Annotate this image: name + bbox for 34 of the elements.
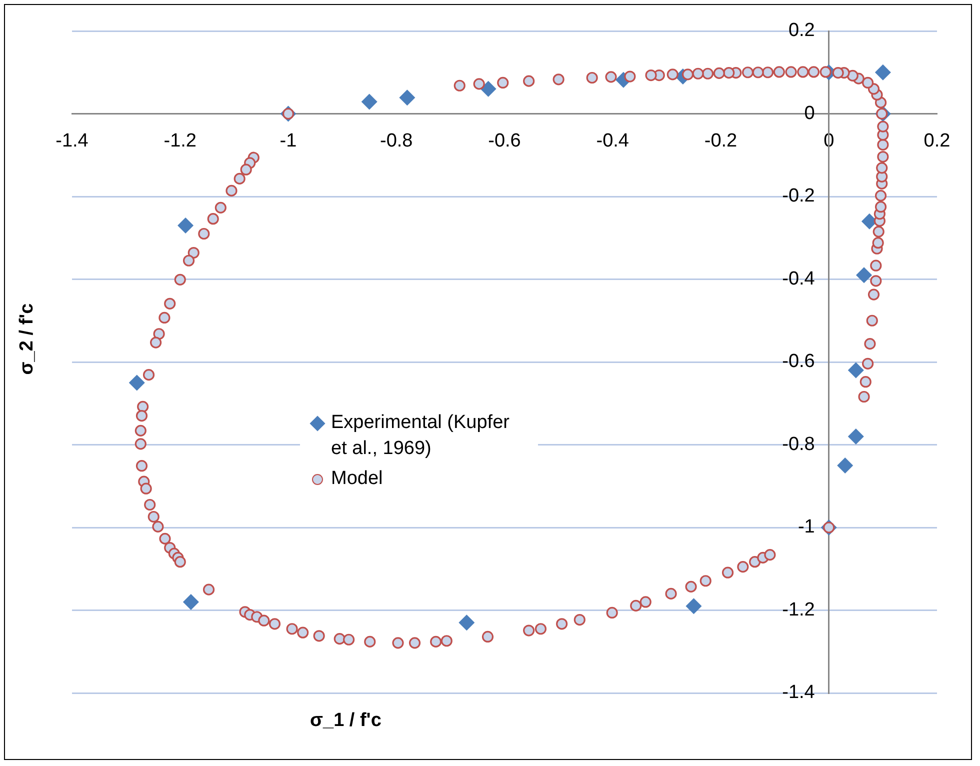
y-axis-title: σ_2 / f'c [16,303,39,375]
x-tick-label: -0.4 [596,130,630,152]
x-axis-title: σ_1 / f'c [310,710,382,732]
y-tick-label: -1 [798,516,815,538]
point [856,267,872,284]
point [182,594,199,610]
point [848,362,864,378]
y-tick-label: -0.4 [782,268,816,290]
y-tick-label: -1.4 [782,682,816,704]
y-tick-label: -1.2 [782,599,815,620]
x-tick-label: -0.8 [380,130,413,152]
point [128,374,145,391]
point [480,80,496,97]
x-tick-label: 0.2 [924,130,950,152]
point [686,598,702,614]
x-tick-label: -1 [280,130,297,152]
x-tick-label: -0.6 [488,130,521,152]
legend-label: Model [331,467,383,491]
x-tick-label: -0.2 [704,130,738,152]
point [874,64,891,80]
y-tick-label: -0.8 [782,434,815,455]
y-tick-label: 0 [804,102,815,124]
x-tick-label: -1.4 [56,130,89,152]
y-tick-label: 0.2 [788,20,815,42]
point [361,94,378,110]
legend-label: Experimental (Kupfer et al., 1969) [331,411,510,461]
y-tick-label: -0.6 [782,351,815,372]
y-tick-label: -0.2 [782,186,815,207]
point [848,428,864,444]
point [178,217,194,234]
x-tick-label: -1.2 [164,130,196,152]
point [837,457,854,474]
point [399,90,416,106]
point [458,614,475,631]
